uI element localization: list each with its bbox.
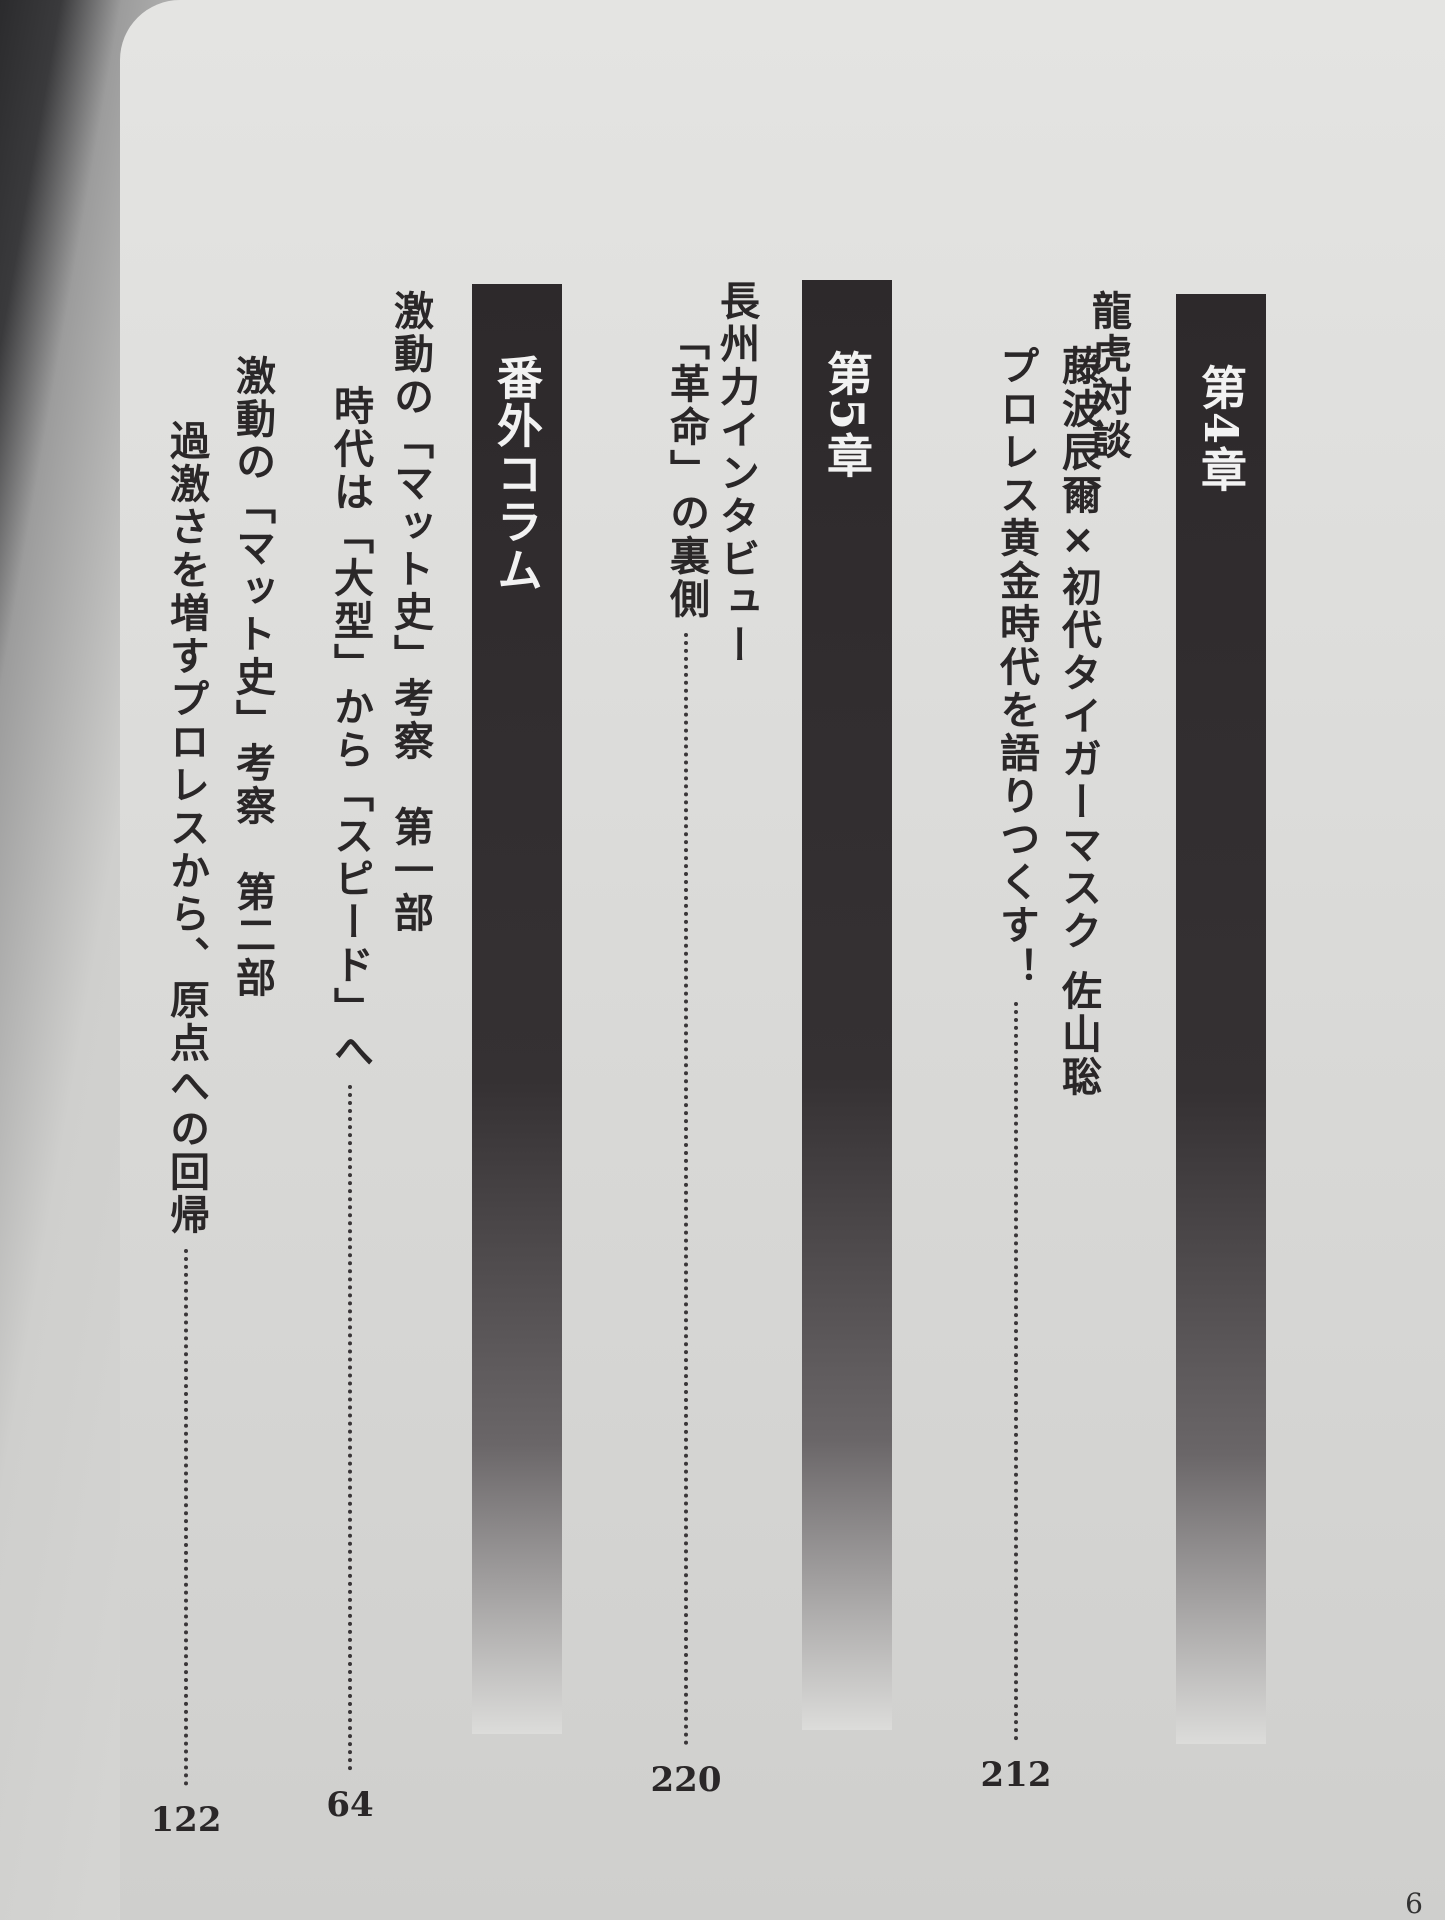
toc-entry-line: 激動の「マット史」考察 第一部 — [387, 290, 433, 935]
toc-entry-212[interactable]: プロレス黄金時代を語りつくす！ 212 — [980, 345, 1052, 1795]
toc-entry-line: 龍虎対談 — [1085, 290, 1131, 462]
bonus-column-bar: 番外コラム — [472, 284, 562, 1734]
chapter-5-title: 第5章 — [820, 350, 874, 481]
dot-leader — [684, 633, 688, 1746]
chapter-5-bar: 第5章 — [802, 280, 892, 1730]
chapter-4-bar: 第4章 — [1176, 294, 1266, 1744]
page-ref: 122 — [150, 1800, 222, 1840]
toc-entry-122[interactable]: 過激さを増すプロレスから、原点への回帰 122 — [150, 420, 222, 1840]
chapter-4-title: 第4章 — [1194, 364, 1248, 495]
toc-entry-line: 長州力インタビュー — [713, 280, 759, 667]
dot-leader — [348, 1085, 352, 1771]
bonus-column-title: 番外コラム — [490, 354, 544, 594]
toc-entry-220[interactable]: 「革命」の裏側 220 — [650, 320, 722, 1800]
page-ref: 64 — [326, 1785, 374, 1825]
dot-leader — [184, 1249, 188, 1786]
page-number: 6 — [1405, 1887, 1423, 1920]
page-ref: 212 — [980, 1755, 1052, 1795]
book-page: 第4章 龍虎対談 藤波辰爾×初代タイガーマスク 佐山聡 プロレス黄金時代を語りつ… — [120, 0, 1445, 1920]
page-ref: 220 — [650, 1760, 722, 1800]
toc-entry-line: 激動の「マット史」考察 第二部 — [229, 355, 275, 1000]
dot-leader — [1014, 1002, 1018, 1741]
toc-entry-line: 藤波辰爾×初代タイガーマスク 佐山聡 — [1055, 345, 1101, 1099]
toc-entry-64[interactable]: 時代は「大型」から「スピード」へ 64 — [326, 385, 374, 1825]
